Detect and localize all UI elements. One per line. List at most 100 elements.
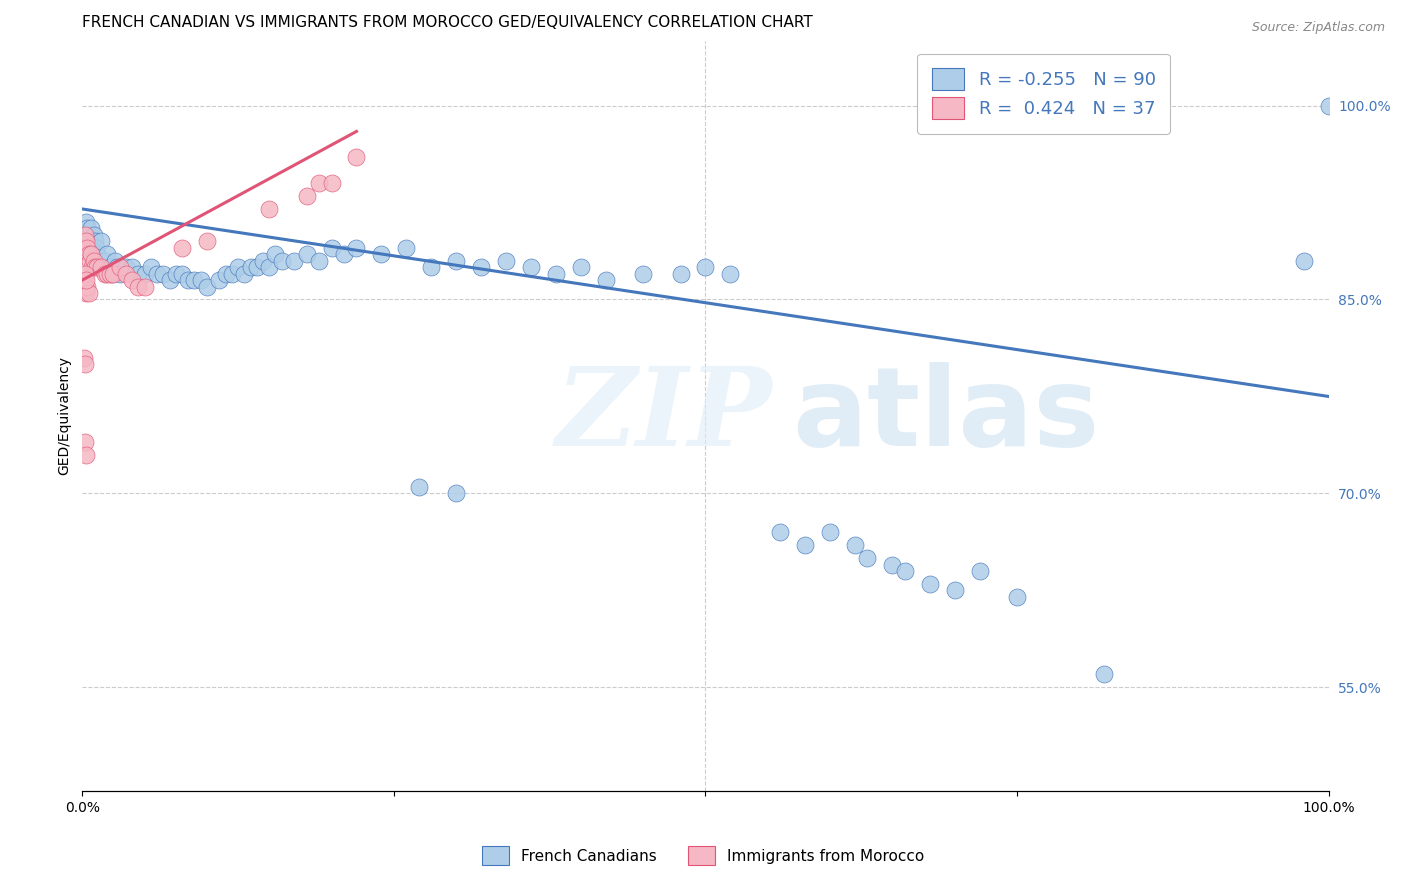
Point	[333, 247, 356, 261]
Point	[544, 267, 567, 281]
Point	[152, 267, 174, 281]
Point	[72, 351, 94, 365]
Point	[295, 247, 318, 261]
Point	[127, 267, 149, 281]
Point	[98, 267, 121, 281]
Point	[76, 241, 98, 255]
Point	[264, 247, 287, 261]
Point	[82, 235, 104, 249]
Point	[84, 241, 107, 255]
Point	[80, 221, 103, 235]
Point	[79, 235, 101, 249]
Point	[969, 564, 991, 578]
Point	[121, 260, 143, 275]
Point	[470, 260, 492, 275]
Point	[73, 279, 96, 293]
Point	[894, 564, 917, 578]
Point	[1092, 667, 1115, 681]
Point	[75, 215, 97, 229]
Point	[86, 247, 108, 261]
Point	[695, 260, 717, 275]
Point	[208, 273, 231, 287]
Y-axis label: GED/Equivalency: GED/Equivalency	[58, 357, 72, 475]
Point	[83, 260, 105, 275]
Point	[91, 253, 114, 268]
Point	[595, 273, 617, 287]
Point	[75, 286, 97, 301]
Point	[134, 279, 156, 293]
Point	[96, 247, 118, 261]
Point	[104, 253, 127, 268]
Point	[86, 260, 108, 275]
Point	[195, 235, 218, 249]
Point	[77, 247, 100, 261]
Point	[80, 247, 103, 261]
Point	[308, 176, 330, 190]
Point	[73, 357, 96, 371]
Point	[115, 267, 138, 281]
Point	[395, 241, 418, 255]
Point	[139, 260, 162, 275]
Point	[108, 260, 131, 275]
Point	[408, 480, 430, 494]
Point	[226, 260, 249, 275]
Legend: R = -0.255   N = 90, R =  0.424   N = 37: R = -0.255 N = 90, R = 0.424 N = 37	[917, 54, 1170, 134]
Point	[794, 538, 817, 552]
Point	[77, 227, 100, 242]
Point	[177, 273, 200, 287]
Point	[444, 253, 467, 268]
Point	[170, 241, 193, 255]
Point	[1069, 98, 1091, 112]
Point	[246, 260, 269, 275]
Point	[257, 202, 280, 216]
Point	[93, 267, 115, 281]
Point	[77, 286, 100, 301]
Point	[520, 260, 543, 275]
Point	[73, 434, 96, 449]
Point	[569, 260, 592, 275]
Point	[252, 253, 274, 268]
Text: atlas: atlas	[793, 362, 1099, 469]
Point	[233, 267, 256, 281]
Point	[1317, 98, 1340, 112]
Point	[75, 235, 97, 249]
Point	[83, 235, 105, 249]
Point	[75, 448, 97, 462]
Point	[108, 267, 131, 281]
Point	[195, 279, 218, 293]
Point	[370, 247, 392, 261]
Point	[718, 267, 741, 281]
Point	[115, 260, 138, 275]
Point	[856, 551, 879, 566]
Point	[183, 273, 205, 287]
Point	[190, 273, 212, 287]
Text: Source: ZipAtlas.com: Source: ZipAtlas.com	[1251, 21, 1385, 34]
Point	[346, 150, 368, 164]
Point	[321, 241, 343, 255]
Point	[221, 267, 243, 281]
Point	[882, 558, 904, 572]
Point	[96, 267, 118, 281]
Point	[1292, 253, 1315, 268]
Point	[346, 241, 368, 255]
Point	[134, 267, 156, 281]
Point	[105, 260, 128, 275]
Point	[321, 176, 343, 190]
Point	[83, 227, 105, 242]
Point	[103, 267, 125, 281]
Point	[121, 273, 143, 287]
Text: ZIP: ZIP	[555, 362, 772, 469]
Point	[76, 221, 98, 235]
Point	[83, 253, 105, 268]
Point	[76, 279, 98, 293]
Point	[79, 253, 101, 268]
Point	[295, 189, 318, 203]
Point	[844, 538, 866, 552]
Point	[631, 267, 654, 281]
Point	[170, 267, 193, 281]
Point	[98, 260, 121, 275]
Point	[165, 267, 187, 281]
Point	[444, 486, 467, 500]
Point	[127, 279, 149, 293]
Point	[283, 253, 305, 268]
